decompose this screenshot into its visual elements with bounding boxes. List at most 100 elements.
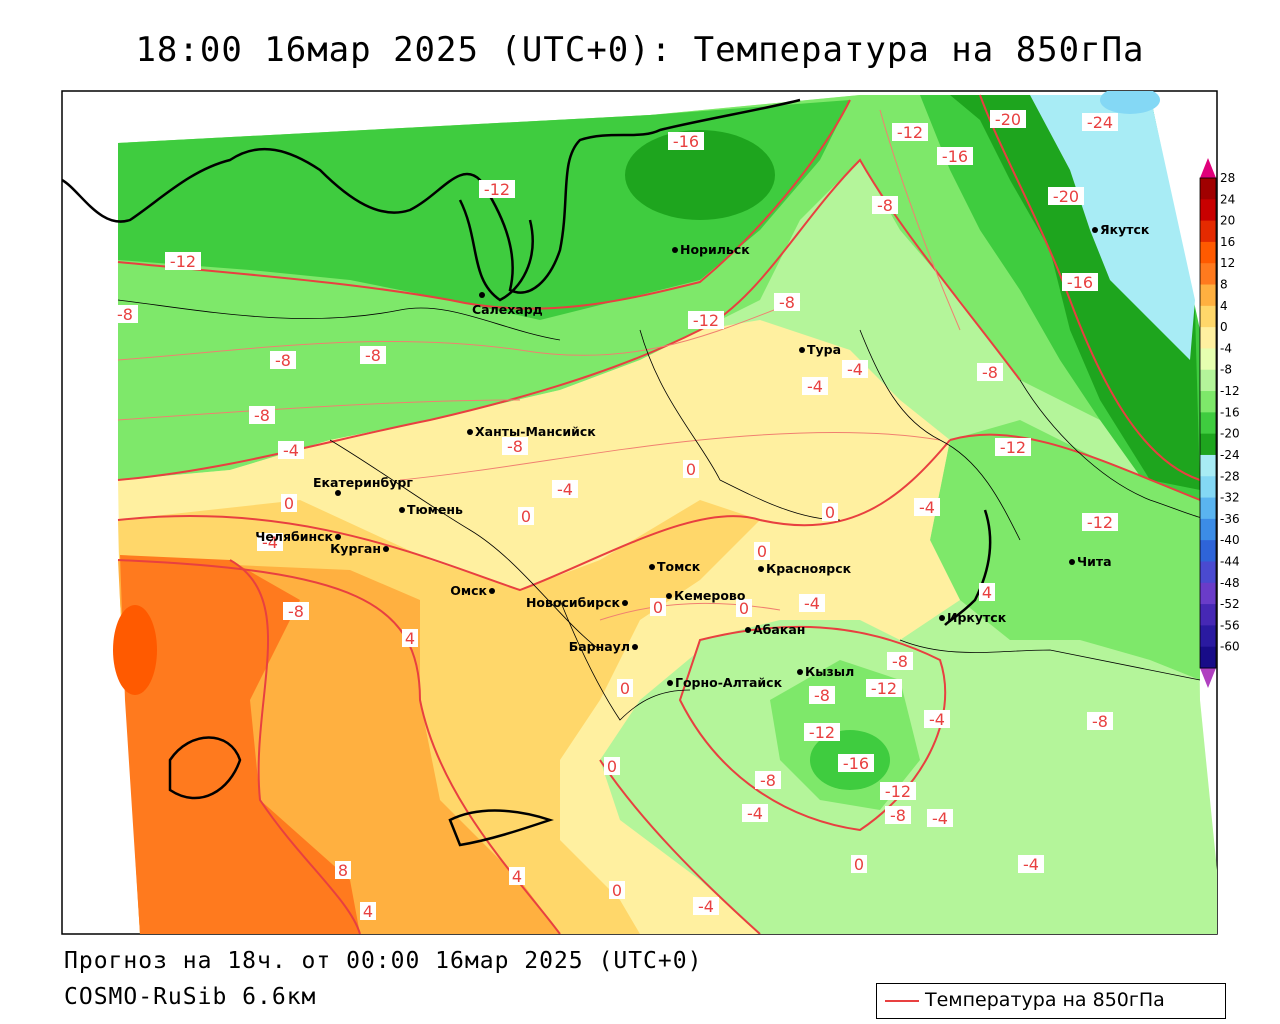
contour-label-bg: [360, 902, 376, 920]
city-dot: [745, 627, 751, 633]
legend-box: Температура на 850гПа: [876, 983, 1226, 1019]
temperature-scale: 28 24 20 16 12 8 4 0 -4 -8 -12 -16 -20 -24 -28 -32 -36 -4…: [1199, 158, 1240, 688]
contour-label-bg: [249, 406, 275, 424]
contour-label: 0: [620, 679, 630, 698]
contour-label: -8: [117, 305, 133, 324]
contour-label-bg: [885, 806, 911, 824]
contour-label: -8: [1092, 712, 1108, 731]
contour-label-bg: [1048, 187, 1084, 205]
contour-label-bg: [509, 867, 525, 885]
contour-label: -4: [262, 533, 278, 552]
scale-tick-label: -20: [1220, 427, 1240, 441]
city-label: Екатеринбург: [313, 475, 413, 490]
contour-label: -12: [1000, 438, 1026, 457]
contour-label-bg: [937, 147, 973, 165]
scale-top-arrow: [1200, 158, 1216, 178]
contour-label: -8: [892, 652, 908, 671]
scale-swatch: [1200, 284, 1216, 307]
city-dot: [632, 644, 638, 650]
contour-label: -8: [890, 806, 906, 825]
city-dot: [797, 669, 803, 675]
contour-label-bg: [1082, 113, 1118, 131]
contour-label: 4: [363, 902, 373, 921]
contour-label-bg: [650, 598, 666, 616]
city-dot: [335, 534, 341, 540]
city-label: Ханты-Мансийск: [475, 424, 596, 439]
scale-tick-label: 20: [1220, 214, 1235, 228]
scale-swatch: [1200, 263, 1216, 286]
contour-label: -8: [779, 293, 795, 312]
scale-tick-label: -32: [1220, 491, 1240, 505]
contour-label-bg: [979, 583, 995, 601]
scale-swatch: [1200, 561, 1216, 584]
contour-label: 0: [607, 757, 617, 776]
contour-label: -24: [1087, 113, 1113, 132]
contour-label: -4: [807, 377, 823, 396]
contour-label-bg: [802, 377, 828, 395]
contour-label: -4: [804, 594, 820, 613]
city-label: Барнаул: [569, 639, 630, 654]
scale-tick-label: 4: [1220, 299, 1228, 313]
model-name: COSMO-RuSib 6.6км: [64, 984, 317, 1010]
temperature-field: [62, 91, 1217, 934]
contour-label: -8: [275, 351, 291, 370]
contour-label-bg: [995, 438, 1031, 456]
scale-swatch: [1200, 646, 1216, 669]
contour-label-bg: [693, 897, 719, 915]
contour-label: 0: [825, 503, 835, 522]
scale-tick-label: -48: [1220, 576, 1240, 590]
city-markers: Норильск Салехард Якутск Тура Ханты-Мансийск…: [255, 222, 1150, 690]
contour-label-bg: [799, 594, 825, 612]
scale-swatch: [1200, 391, 1216, 413]
contour-label-bg: [278, 441, 304, 459]
contour-label: 4: [982, 583, 992, 602]
contour-label-bg: [990, 110, 1026, 128]
contour-label: -12: [484, 180, 510, 199]
contour-label: 4: [512, 867, 522, 886]
contour-label: -16: [843, 754, 869, 773]
city-label: Салехард: [472, 302, 543, 317]
contour-label-bg: [257, 533, 283, 551]
scale-swatch: [1200, 305, 1216, 328]
contour-label-bg: [742, 804, 768, 822]
map-title: 18:00 16мар 2025 (UTC+0): Температура на…: [135, 30, 1145, 70]
scale-swatch: [1200, 412, 1216, 435]
city-dot: [489, 588, 495, 594]
city-dot: [667, 680, 673, 686]
contour-label: -4: [847, 360, 863, 379]
contour-label-bg: [112, 305, 138, 323]
contour-label-bg: [872, 196, 898, 214]
scale-swatch: [1200, 454, 1216, 477]
city-label: Красноярск: [766, 561, 852, 576]
scale-swatch: [1200, 497, 1216, 520]
contour-label-bg: [754, 542, 770, 560]
scale-tick-label: 12: [1220, 256, 1235, 270]
scale-tick-label: -4: [1220, 341, 1232, 355]
contour-label: -20: [1053, 187, 1079, 206]
city-label: Иркутск: [947, 610, 1007, 625]
city-dot: [1092, 227, 1098, 233]
contour-label: -8: [365, 346, 381, 365]
scale-tick-label: -56: [1220, 618, 1240, 632]
scale-swatch: [1200, 540, 1216, 562]
scale-tick-label: -8: [1220, 363, 1232, 377]
city-dot: [399, 507, 405, 513]
city-dot: [383, 546, 389, 552]
contour-label-bg: [866, 679, 902, 697]
contour-labels: -16 -12 -20 -24 -16 -8 -12 -20 -16 -12 -8 -12 -8 -8 -8…: [112, 110, 1118, 921]
contour-label: -12: [693, 311, 719, 330]
contour-label-bg: [552, 480, 578, 498]
contour-label-bg: [914, 498, 940, 516]
contour-label: 0: [521, 507, 531, 526]
contour-label-bg: [360, 346, 386, 364]
contour-label-bg: [887, 652, 913, 670]
contour-label-bg: [822, 503, 838, 521]
scale-swatch: [1200, 518, 1216, 541]
contour-label-bg: [809, 686, 835, 704]
contour-label: -4: [557, 480, 573, 499]
contour-label: 0: [653, 598, 663, 617]
city-label: Норильск: [680, 242, 750, 257]
scale-tick-label: -28: [1220, 469, 1240, 483]
contour-label: -16: [942, 147, 968, 166]
